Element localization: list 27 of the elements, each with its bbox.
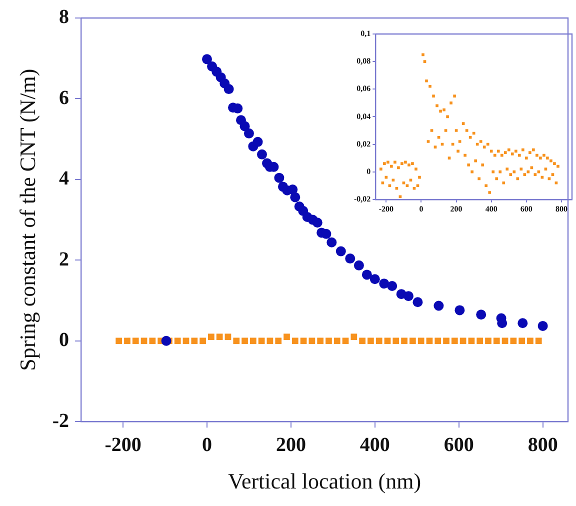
y-tick-label: 0 (59, 329, 70, 352)
x-tick-label: 800 (528, 434, 558, 456)
x-tick-label: 800 (555, 204, 568, 214)
y-axis-title: Spring constant of the CNT (N/m) (14, 68, 40, 371)
x-tick-label: 400 (485, 204, 498, 214)
y-tick-label: 0,06 (356, 84, 371, 94)
x-tick-label: 200 (276, 434, 306, 456)
y-tick-label: 0,04 (356, 112, 371, 121)
x-tick-label: 600 (520, 204, 532, 214)
y-tick-label: -0,02 (354, 194, 371, 204)
x-tick-label: 0 (419, 204, 424, 214)
x-tick-label: 400 (360, 434, 390, 456)
y-tick-label: 8 (59, 6, 70, 28)
x-tick-label: 200 (450, 204, 462, 214)
y-tick-label: 2 (59, 248, 70, 270)
y-tick-label: 0,1 (360, 29, 371, 38)
x-tick-label: -200 (378, 204, 394, 214)
x-axis-title: Vertical location (nm) (228, 468, 422, 494)
y-tick-label: 0 (366, 166, 371, 176)
y-tick-label: -2 (52, 410, 70, 432)
y-tick-label: 4 (59, 168, 70, 190)
x-tick-label: 0 (202, 434, 212, 456)
y-tick-label: 6 (59, 86, 70, 109)
y-tick-label: 0,02 (356, 139, 371, 148)
x-tick-label: 600 (444, 434, 474, 456)
y-tick-label: 0,08 (356, 56, 371, 66)
x-tick-label: -200 (104, 434, 142, 456)
